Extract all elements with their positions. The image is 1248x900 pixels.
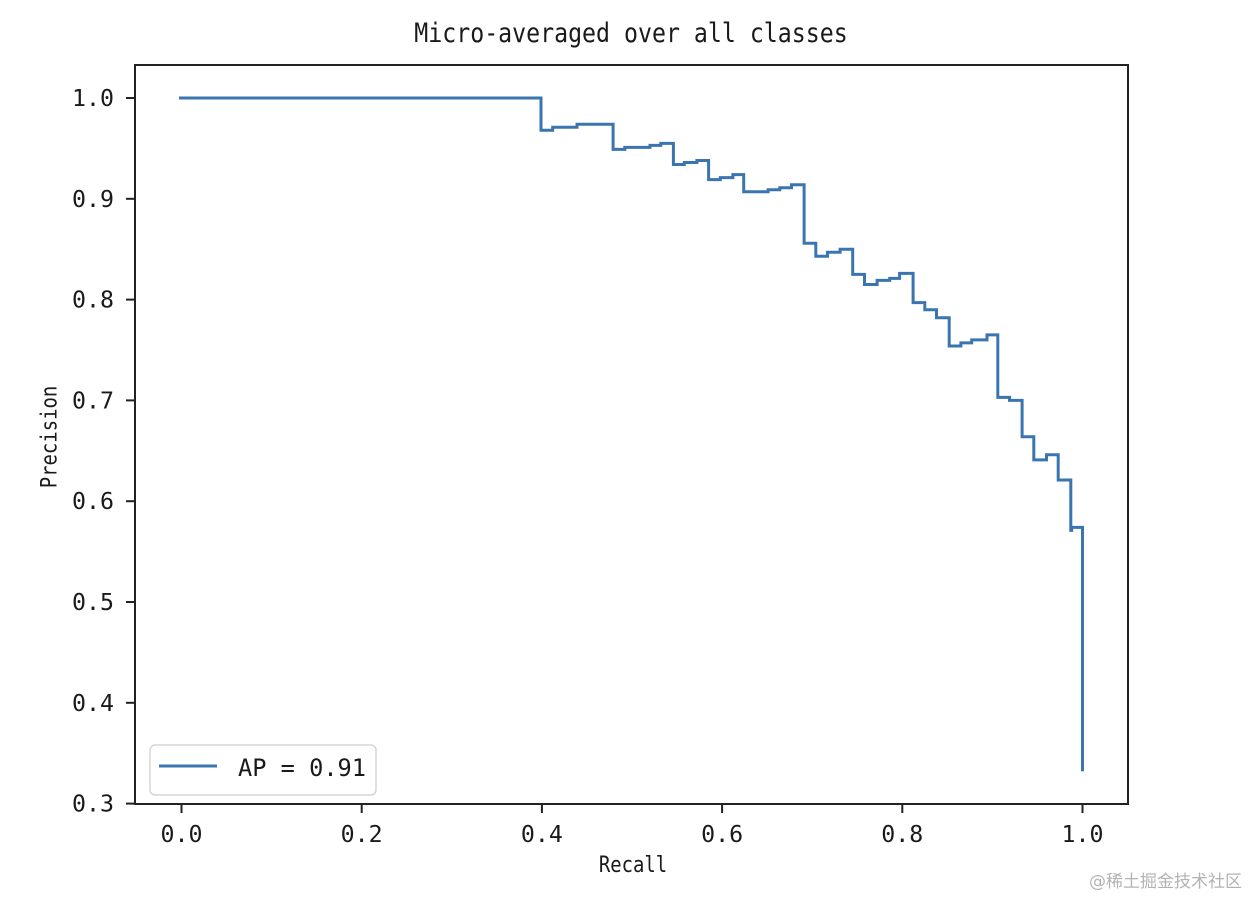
y-tick-label: 0.8 (72, 288, 114, 314)
x-axis-label: Recall (598, 853, 668, 878)
x-tick-label: 0.6 (701, 822, 743, 848)
chart-title: Micro-averaged over all classes (414, 18, 848, 49)
x-axis-ticks: 0.0 0.2 0.4 0.6 0.8 1.0 (161, 804, 1104, 848)
y-tick-label: 0.7 (72, 388, 114, 414)
legend-label: AP = 0.91 (238, 754, 366, 782)
y-tick-label: 0.4 (72, 691, 114, 717)
axes-frame (134, 64, 1129, 805)
pr-curve (179, 96, 1084, 772)
x-tick-label: 0.8 (881, 822, 923, 848)
legend: AP = 0.91 (149, 744, 377, 796)
y-axis-ticks: 0.3 0.4 0.5 0.6 0.7 0.8 0.9 1.0 (72, 86, 135, 818)
legend-box (149, 744, 377, 796)
y-tick-label: 0.3 (72, 792, 114, 818)
x-tick-label: 0.2 (341, 822, 383, 848)
y-tick-label: 1.0 (72, 86, 114, 112)
x-tick-label: 0.0 (161, 822, 203, 848)
x-tick-label: 0.4 (521, 822, 563, 848)
x-tick-label: 1.0 (1062, 822, 1104, 848)
y-tick-label: 0.5 (72, 590, 114, 616)
y-tick-label: 0.6 (72, 489, 114, 515)
y-axis-label: Precision (37, 385, 63, 489)
watermark: @稀土掘金技术社区 (1089, 872, 1242, 892)
y-tick-label: 0.9 (72, 187, 114, 213)
